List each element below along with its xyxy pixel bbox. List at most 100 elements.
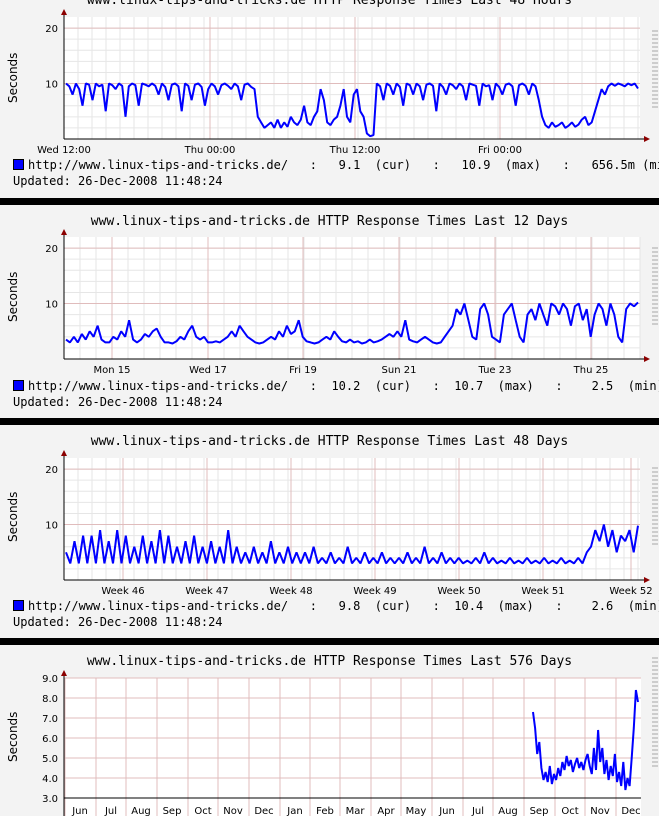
chart-title: www.linux-tips-and-tricks.de HTTP Respon…	[86, 0, 573, 8]
x-tick-label: Week 46	[101, 586, 144, 597]
chart-panel-48-days: www.linux-tips-and-tricks.de HTTP Respon…	[0, 427, 659, 637]
legend-row: http://www.linux-tips-and-tricks.de/ : 1…	[13, 379, 659, 393]
y-tick-label: 20	[45, 465, 58, 476]
x-axis-arrow	[644, 136, 650, 142]
rrdtool-watermark	[652, 247, 658, 327]
plot-area	[64, 678, 641, 816]
x-tick-label: Sep	[163, 806, 182, 816]
data-series-line	[65, 301, 639, 345]
y-tick-label: 4.0	[42, 774, 58, 785]
x-tick-label: Oct	[194, 806, 211, 816]
legend-max: 10.4	[454, 599, 484, 613]
updated-timestamp: Updated: 26-Dec-2008 11:48:24	[13, 615, 223, 629]
legend-cur: 9.1	[338, 158, 361, 172]
legend-max: 10.7	[454, 379, 484, 393]
legend-min: 656.5m	[591, 158, 635, 172]
y-tick-label: 5.0	[42, 754, 58, 765]
legend-url: http://www.linux-tips-and-tricks.de/	[28, 379, 289, 393]
x-tick-label: May	[406, 806, 427, 816]
response-time-chart-12-days: 20 10 Mon 15 Wed 17 Fri 19 Sun 21 Tue 23 Thu 25	[45, 229, 650, 376]
y-tick-label: 10	[45, 300, 58, 311]
x-tick-label: Week 52	[609, 586, 652, 597]
rrdtool-watermark	[652, 467, 658, 547]
x-axis-arrow	[644, 356, 650, 362]
legend-max: 10.9	[461, 158, 491, 172]
data-series-line	[65, 82, 639, 138]
y-tick-label: 3.0	[42, 794, 58, 805]
legend-row: http://www.linux-tips-and-tricks.de/ : 9…	[13, 599, 659, 613]
x-tick-label: Nov	[223, 806, 243, 816]
x-tick-label: Week 49	[353, 586, 396, 597]
y-axis-arrow	[61, 9, 67, 15]
x-tick-label: Week 48	[269, 586, 312, 597]
legend-url: http://www.linux-tips-and-tricks.de/	[28, 599, 289, 613]
x-tick-label: Dec	[254, 806, 273, 816]
rrdtool-watermark	[652, 657, 658, 767]
response-time-chart-576-days: 9.0 8.0 7.0 6.0 5.0 4.0 3.0 Jun Jul Aug Sep Oct Nov D…	[42, 670, 641, 816]
x-tick-label: Jul	[471, 806, 484, 816]
x-tick-label: Aug	[131, 806, 151, 816]
chart-panel-576-days: www.linux-tips-and-tricks.de HTTP Respon…	[0, 647, 659, 816]
legend-min: 2.5	[591, 379, 614, 393]
chart-panel-48-hours: www.linux-tips-and-tricks.de HTTP Respon…	[0, 0, 659, 196]
plot-area	[64, 17, 640, 139]
x-tick-label: Tue 23	[478, 365, 512, 376]
x-tick-label: Oct	[561, 806, 578, 816]
x-tick-label: Thu 25	[573, 365, 609, 376]
x-tick-label: Dec	[621, 806, 640, 816]
x-tick-label: Sun 21	[382, 365, 417, 376]
data-series-line	[65, 524, 639, 565]
updated-timestamp: Updated: 26-Dec-2008 11:48:24	[13, 395, 223, 409]
legend-cur: 9.8	[338, 599, 361, 613]
x-tick-label: Fri 00:00	[478, 145, 522, 156]
y-tick-label: 9.0	[42, 674, 58, 685]
chart-title: www.linux-tips-and-tricks.de HTTP Respon…	[90, 434, 569, 449]
y-tick-label: 20	[45, 24, 58, 35]
chart-title: www.linux-tips-and-tricks.de HTTP Respon…	[90, 214, 569, 229]
data-series-line	[532, 689, 639, 791]
x-tick-label: Mon 15	[94, 365, 131, 376]
response-time-chart-48-days: 20 10 Week 46 Week 47 Week 48 Week 49 Week 50 W…	[45, 450, 653, 597]
x-tick-label: Feb	[316, 806, 334, 816]
x-tick-label: Aug	[498, 806, 518, 816]
legend-swatch	[13, 600, 24, 611]
legend-row: http://www.linux-tips-and-tricks.de/ : 9…	[13, 158, 659, 172]
x-tick-label: Week 51	[521, 586, 564, 597]
y-tick-label: 10	[45, 80, 58, 91]
x-tick-label: Wed 17	[189, 365, 227, 376]
x-tick-label: Nov	[590, 806, 610, 816]
chart-panel-12-days: www.linux-tips-and-tricks.de HTTP Respon…	[0, 207, 659, 417]
chart-title: www.linux-tips-and-tricks.de HTTP Respon…	[86, 654, 573, 669]
x-tick-label: Apr	[377, 806, 395, 816]
y-tick-label: 7.0	[42, 714, 58, 725]
y-axis-arrow	[61, 450, 67, 456]
legend-swatch	[13, 380, 24, 391]
y-tick-label: 6.0	[42, 734, 58, 745]
x-tick-label: Week 50	[437, 586, 480, 597]
x-tick-label: Mar	[346, 806, 366, 816]
legend-url: http://www.linux-tips-and-tricks.de/	[28, 158, 289, 172]
rrdtool-watermark	[652, 30, 658, 110]
panel-divider	[0, 198, 659, 205]
y-tick-label: 10	[45, 521, 58, 532]
x-tick-label: Wed 12:00	[37, 145, 91, 156]
x-tick-label: Jun	[71, 806, 88, 816]
legend-min: 2.6	[591, 599, 614, 613]
x-tick-label: Week 47	[185, 586, 228, 597]
x-tick-label: Jul	[104, 806, 117, 816]
updated-timestamp: Updated: 26-Dec-2008 11:48:24	[13, 174, 223, 188]
legend-swatch	[13, 159, 24, 170]
x-axis-arrow	[644, 577, 650, 583]
panel-divider	[0, 418, 659, 425]
y-tick-label: 20	[45, 244, 58, 255]
y-tick-label: 8.0	[42, 694, 58, 705]
x-tick-label: Jun	[438, 806, 455, 816]
x-tick-label: Thu 12:00	[329, 145, 381, 156]
y-axis-arrow	[61, 229, 67, 235]
x-tick-label: Sep	[530, 806, 549, 816]
x-tick-label: Fri 19	[289, 365, 317, 376]
y-axis-arrow	[61, 670, 67, 676]
panel-divider	[0, 638, 659, 645]
x-tick-label: Thu 00:00	[184, 145, 236, 156]
legend-cur: 10.2	[331, 379, 361, 393]
